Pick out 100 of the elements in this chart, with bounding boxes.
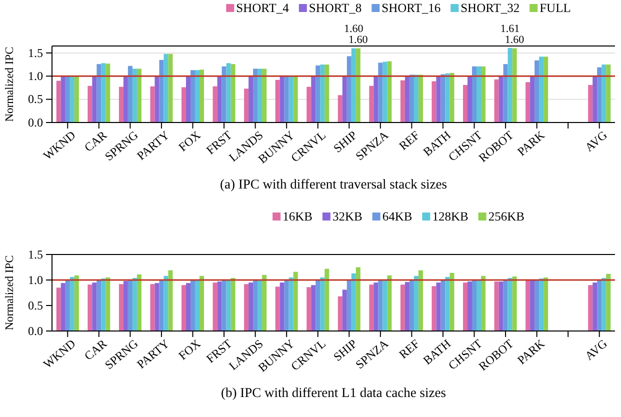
bar (472, 66, 476, 122)
bar (387, 275, 392, 331)
bar (374, 76, 378, 122)
bar (159, 280, 164, 331)
bar (70, 276, 74, 331)
legend-label: SHORT_32 (460, 1, 520, 15)
legend-label: 256KB (488, 210, 524, 224)
bar (284, 280, 289, 331)
data-label: 1.60 (344, 23, 364, 35)
bar (440, 280, 446, 331)
bar (316, 280, 320, 331)
legend-label: 64KB (382, 210, 412, 224)
bar (382, 280, 388, 331)
bar (316, 65, 320, 122)
bar (311, 285, 316, 331)
bar (200, 276, 204, 331)
bar (70, 76, 74, 122)
legend-label: SHORT_16 (382, 1, 441, 15)
bar (476, 280, 482, 331)
bar (324, 64, 330, 122)
bar (338, 95, 342, 122)
bar (60, 76, 66, 122)
bar (230, 64, 236, 122)
bar (168, 54, 173, 122)
bar (338, 296, 342, 331)
bar (450, 72, 454, 122)
bar (351, 273, 356, 331)
bar (128, 66, 132, 122)
bar (293, 76, 298, 122)
bar (414, 74, 418, 122)
bar (92, 282, 97, 331)
y-tick-label: 0.0 (28, 115, 43, 130)
bar (346, 280, 352, 331)
bar (404, 282, 410, 331)
bar (164, 276, 168, 331)
bar (369, 86, 374, 122)
y-tick-label: 1.0 (28, 272, 43, 287)
bar (414, 276, 418, 331)
bar (346, 56, 352, 122)
bar (118, 284, 124, 331)
bar (150, 86, 155, 122)
bar (74, 275, 79, 331)
bar (101, 63, 106, 122)
data-label: 1.60 (348, 34, 368, 46)
bar (65, 76, 70, 122)
legend-label: FULL (540, 1, 571, 15)
bar (597, 67, 602, 122)
bar (222, 280, 226, 331)
bar (311, 76, 316, 122)
bar (150, 284, 155, 331)
bar (378, 62, 383, 122)
bar (400, 284, 405, 331)
bar (60, 283, 66, 331)
bar (190, 280, 195, 331)
bar (374, 282, 378, 331)
bar (96, 280, 102, 331)
bar (101, 278, 106, 331)
bar (262, 68, 267, 122)
bar (418, 74, 423, 122)
bar (436, 282, 441, 331)
bar (200, 70, 204, 122)
bar (118, 86, 124, 122)
bar (462, 282, 468, 331)
bar (262, 274, 267, 331)
bar (467, 76, 472, 122)
bar (168, 270, 173, 331)
bar (404, 76, 410, 122)
bar (253, 68, 258, 122)
text: (a) IPC with different traversal stack sizes (220, 176, 447, 192)
bar (88, 284, 92, 331)
bar (432, 81, 436, 122)
bar (494, 79, 499, 122)
bar (217, 282, 222, 331)
bar (320, 64, 325, 122)
legend-label: 32KB (332, 210, 362, 224)
bar (534, 60, 540, 122)
bar (136, 274, 142, 331)
y-tick-label: 0.0 (28, 324, 43, 338)
bar (467, 282, 472, 331)
bar (226, 63, 231, 122)
bar (382, 62, 388, 122)
bar (476, 66, 482, 122)
bar (74, 76, 79, 122)
bar (356, 267, 360, 331)
bar (128, 280, 132, 331)
bar (602, 278, 606, 331)
bar (530, 280, 535, 331)
bar (378, 280, 383, 331)
bar (288, 277, 294, 331)
bar (212, 282, 218, 331)
legend-label: 128KB (432, 210, 468, 224)
bar (195, 280, 200, 331)
bar (306, 287, 312, 331)
bar (508, 48, 512, 122)
bar (592, 76, 598, 122)
legend-label: SHORT_4 (236, 1, 290, 15)
bar (293, 272, 298, 331)
bar (275, 286, 280, 331)
bar (481, 276, 486, 331)
bar (65, 280, 70, 331)
